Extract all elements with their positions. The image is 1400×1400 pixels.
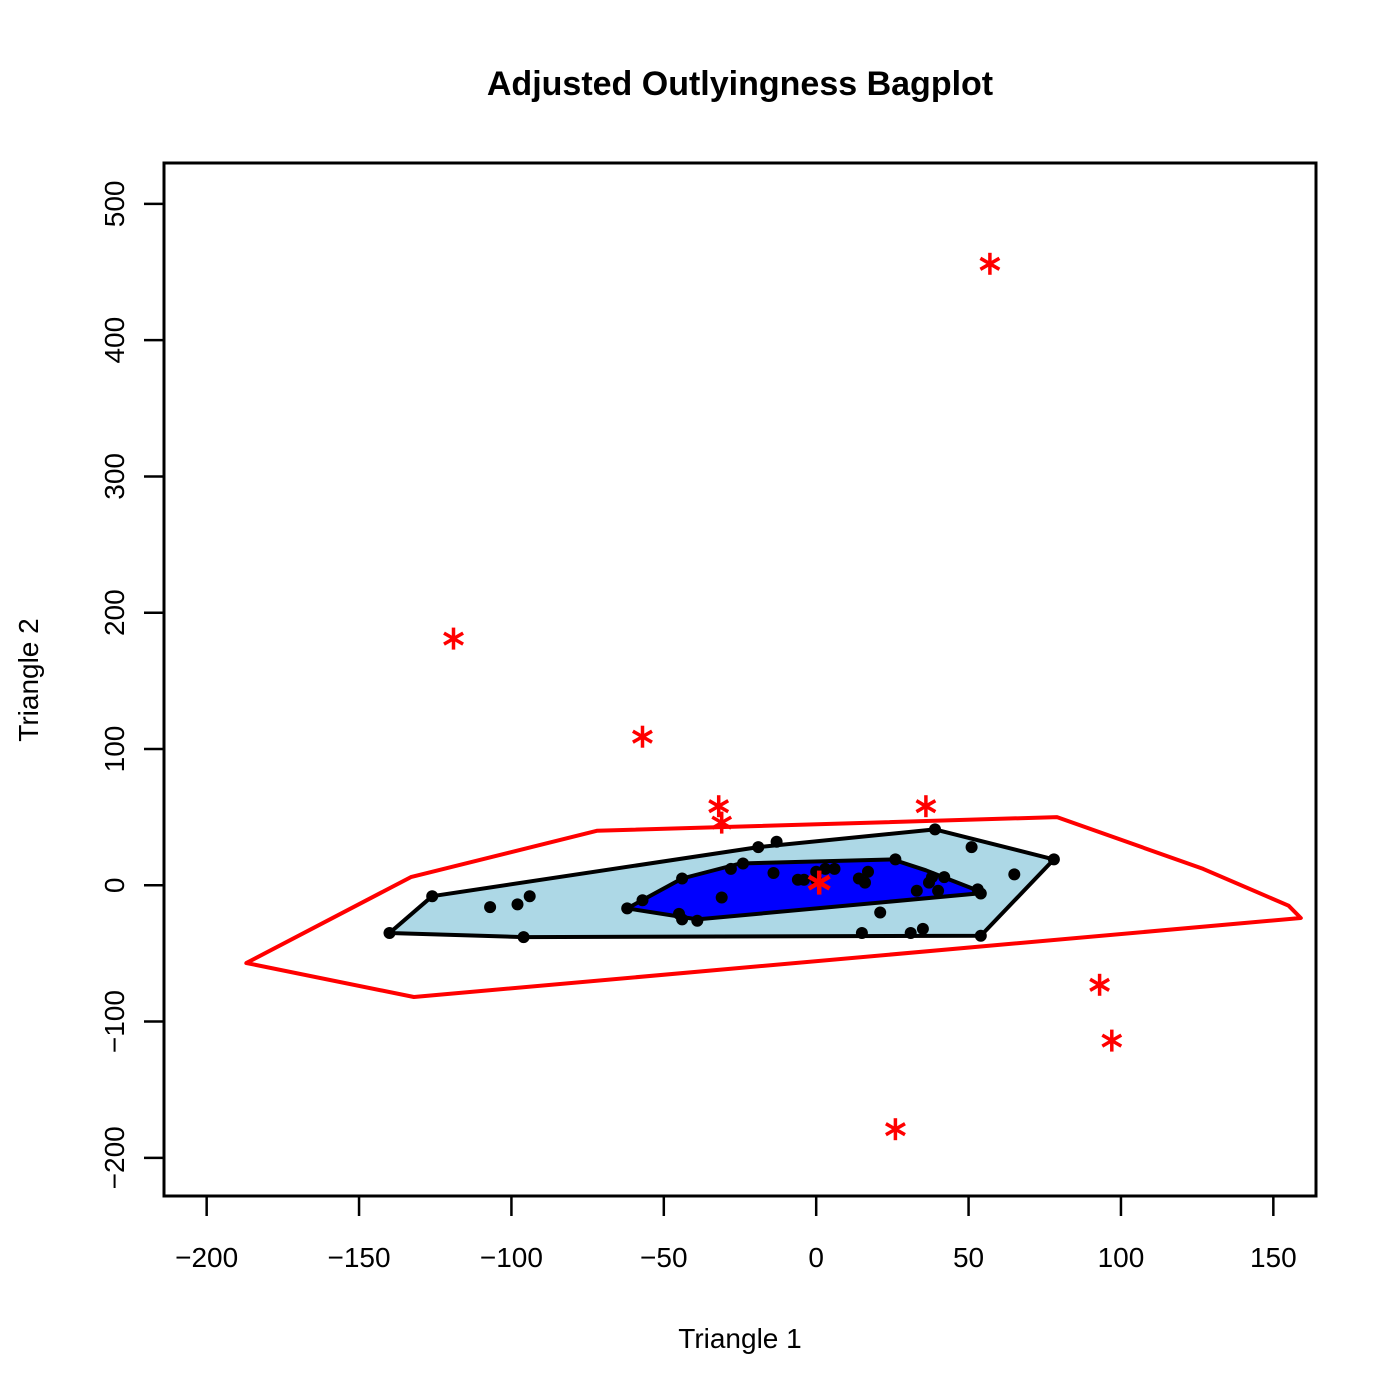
outlier-point	[1089, 973, 1110, 996]
outlier-point	[979, 252, 1001, 275]
y-tick-label: −100	[99, 990, 130, 1053]
data-point	[965, 841, 978, 854]
data-point	[770, 835, 783, 848]
data-point	[676, 872, 689, 885]
y-tick-label: −200	[99, 1126, 130, 1189]
data-point	[889, 853, 902, 866]
outlier-point	[711, 811, 733, 834]
outlier-point	[708, 795, 730, 818]
data-point	[974, 929, 987, 942]
data-point	[938, 871, 951, 884]
x-tick-label: 0	[808, 1242, 824, 1273]
data-point	[828, 862, 841, 875]
data-point	[517, 931, 530, 944]
x-tick-label: −200	[175, 1242, 238, 1273]
data-point	[819, 862, 832, 875]
plot-frame	[162, 161, 1318, 1198]
data-point	[874, 906, 887, 919]
data-point	[974, 887, 987, 900]
data-point	[932, 884, 945, 897]
data-point	[929, 823, 941, 836]
y-tick-label: 500	[99, 181, 130, 228]
data-point	[511, 898, 524, 911]
data-point	[484, 901, 497, 914]
data-point	[916, 922, 929, 935]
data-point	[752, 841, 765, 854]
data-point	[1047, 853, 1060, 866]
data-point	[910, 884, 923, 897]
data-point	[426, 890, 439, 903]
data-point	[926, 871, 938, 884]
x-tick-label: −50	[640, 1242, 688, 1273]
data-point	[523, 890, 536, 903]
x-tick-label: −150	[328, 1242, 391, 1273]
data-point	[737, 857, 749, 870]
data-point	[862, 865, 874, 878]
x-tick-label: 50	[953, 1242, 984, 1273]
data-point	[855, 927, 868, 939]
data-point	[724, 862, 737, 875]
outlier-point	[1101, 1029, 1123, 1052]
fence-polygon	[244, 815, 1303, 999]
data-point	[1008, 868, 1021, 881]
data-point	[904, 927, 917, 939]
y-tick-label: 400	[99, 317, 130, 364]
x-axis: −200 −150 −100 −50 0 50 100 150	[175, 1194, 1297, 1273]
x-axis-label: Triangle 1	[678, 1323, 801, 1354]
y-tick-label: 200	[99, 589, 130, 636]
data-point	[767, 867, 780, 879]
data-point	[691, 914, 704, 927]
y-axis-label: Triangle 2	[13, 618, 44, 741]
outlier-point	[443, 627, 464, 650]
center-point	[807, 870, 831, 895]
y-tick-label: 300	[99, 453, 130, 500]
outlier-point	[632, 725, 653, 748]
x-tick-label: 150	[1250, 1242, 1297, 1273]
bag-polygon	[625, 857, 980, 922]
data-point	[636, 894, 649, 907]
x-tick-label: −100	[480, 1242, 543, 1273]
plot-area	[244, 252, 1303, 1141]
data-point	[859, 876, 871, 889]
y-axis: −200 −100 0 100 200 300 400 500	[99, 181, 166, 1189]
data-point	[383, 927, 396, 939]
x-tick-label: 100	[1098, 1242, 1145, 1273]
outlier-point	[885, 1118, 906, 1141]
data-point	[715, 891, 728, 904]
y-tick-label: 0	[99, 878, 130, 894]
data-point	[676, 913, 689, 926]
y-tick-label: 100	[99, 726, 130, 773]
data-point	[621, 902, 634, 915]
outlier-point	[915, 795, 937, 818]
chart-title: Adjusted Outlyingness Bagplot	[487, 65, 993, 103]
data-point	[798, 873, 810, 886]
